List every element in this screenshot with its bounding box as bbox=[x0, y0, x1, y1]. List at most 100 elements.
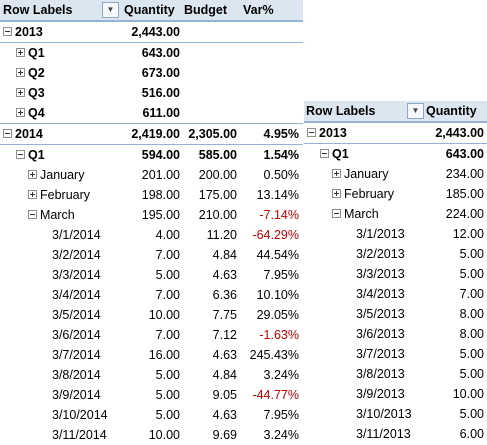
budget-cell[interactable]: 4.84 bbox=[212, 368, 237, 382]
quantity-cell[interactable]: 5.00 bbox=[459, 267, 484, 281]
budget-cell[interactable] bbox=[180, 22, 237, 42]
quantity-cell[interactable]: 7.00 bbox=[155, 328, 180, 342]
quantity-cell[interactable]: 195.00 bbox=[141, 208, 180, 222]
date-row[interactable]: 3/7/2013 5.00 bbox=[304, 344, 487, 364]
date-row[interactable]: 3/9/2013 10.00 bbox=[304, 384, 487, 404]
row-label[interactable]: January bbox=[332, 164, 388, 184]
filter-dropdown-icon[interactable]: ▼ bbox=[102, 2, 119, 18]
budget-cell[interactable]: 9.05 bbox=[212, 388, 237, 402]
quantity-cell[interactable]: 185.00 bbox=[445, 187, 484, 201]
quantity-header[interactable]: Quantity bbox=[426, 104, 477, 118]
var-percent-cell[interactable] bbox=[237, 103, 299, 123]
row-label[interactable]: March bbox=[28, 205, 75, 225]
quantity-cell[interactable]: 234.00 bbox=[445, 167, 484, 181]
date-row[interactable]: 3/2/2013 5.00 bbox=[304, 244, 487, 264]
var-percent-cell[interactable]: -1.63% bbox=[259, 328, 299, 342]
quantity-cell[interactable]: 8.00 bbox=[459, 307, 484, 321]
quantity-cell[interactable]: 224.00 bbox=[445, 207, 484, 221]
collapse-icon[interactable] bbox=[307, 128, 316, 138]
collapse-icon[interactable] bbox=[332, 209, 341, 219]
quantity-cell[interactable]: 643.00 bbox=[445, 147, 484, 161]
quantity-cell[interactable]: 643.00 bbox=[141, 46, 180, 60]
var-percent-cell[interactable]: 0.50% bbox=[263, 168, 299, 182]
row-label[interactable]: 2014 bbox=[3, 124, 43, 144]
date-row[interactable]: 3/5/2014 10.00 7.75 29.05% bbox=[0, 305, 303, 325]
quantity-cell[interactable]: 7.00 bbox=[155, 288, 180, 302]
row-label[interactable]: 3/4/2014 bbox=[52, 285, 101, 305]
quantity-cell[interactable]: 516.00 bbox=[141, 86, 180, 100]
expand-icon[interactable] bbox=[28, 190, 37, 200]
row-label[interactable]: 2013 bbox=[3, 22, 43, 42]
expand-icon[interactable] bbox=[16, 88, 25, 98]
var-percent-cell[interactable] bbox=[237, 83, 299, 103]
month-row[interactable]: February 185.00 bbox=[304, 184, 487, 204]
quarter-row[interactable]: Q1 643.00 bbox=[304, 144, 487, 164]
budget-cell[interactable]: 200.00 bbox=[198, 168, 237, 182]
quantity-cell[interactable]: 4.00 bbox=[155, 228, 180, 242]
quarter-row[interactable]: Q1 643.00 bbox=[0, 43, 303, 63]
quantity-header[interactable]: Quantity bbox=[124, 3, 175, 17]
var-percent-cell[interactable] bbox=[237, 43, 299, 63]
var-percent-cell[interactable]: 29.05% bbox=[256, 308, 299, 322]
expand-icon[interactable] bbox=[16, 68, 25, 78]
year-row[interactable]: 2014 2,419.00 2,305.00 4.95% bbox=[0, 123, 303, 145]
month-row[interactable]: March 195.00 210.00 -7.14% bbox=[0, 205, 303, 225]
row-label[interactable]: 3/7/2014 bbox=[52, 345, 101, 365]
row-label[interactable]: 3/8/2014 bbox=[52, 365, 101, 385]
var-percent-cell[interactable]: 4.95% bbox=[263, 127, 299, 141]
quantity-cell[interactable]: 5.00 bbox=[459, 367, 484, 381]
budget-cell[interactable]: 6.36 bbox=[212, 288, 237, 302]
expand-icon[interactable] bbox=[332, 169, 341, 179]
budget-cell[interactable]: 210.00 bbox=[198, 208, 237, 222]
budget-cell[interactable]: 2,305.00 bbox=[188, 127, 237, 141]
date-row[interactable]: 3/5/2013 8.00 bbox=[304, 304, 487, 324]
month-row[interactable]: February 198.00 175.00 13.14% bbox=[0, 185, 303, 205]
quantity-cell[interactable]: 2,443.00 bbox=[435, 126, 484, 140]
row-label[interactable]: Q3 bbox=[16, 83, 45, 103]
budget-cell[interactable] bbox=[180, 83, 237, 103]
quarter-row[interactable]: Q4 611.00 bbox=[0, 103, 303, 123]
quantity-cell[interactable]: 6.00 bbox=[459, 427, 484, 441]
var-percent-cell[interactable] bbox=[237, 63, 299, 83]
collapse-icon[interactable] bbox=[16, 150, 25, 160]
quantity-cell[interactable]: 201.00 bbox=[141, 168, 180, 182]
row-labels-header[interactable]: Row Labels bbox=[306, 104, 376, 118]
budget-cell[interactable]: 4.84 bbox=[212, 248, 237, 262]
quantity-cell[interactable]: 2,443.00 bbox=[131, 25, 180, 39]
date-row[interactable]: 3/8/2014 5.00 4.84 3.24% bbox=[0, 365, 303, 385]
quantity-cell[interactable]: 12.00 bbox=[452, 227, 484, 241]
date-row[interactable]: 3/6/2013 8.00 bbox=[304, 324, 487, 344]
var-percent-cell[interactable]: 3.24% bbox=[263, 428, 299, 442]
row-label[interactable]: Q1 bbox=[16, 145, 45, 165]
budget-cell[interactable]: 9.69 bbox=[212, 428, 237, 442]
expand-icon[interactable] bbox=[332, 189, 341, 199]
quantity-cell[interactable]: 5.00 bbox=[155, 268, 180, 282]
var-percent-cell[interactable]: 3.24% bbox=[263, 368, 299, 382]
quantity-cell[interactable]: 10.00 bbox=[452, 387, 484, 401]
date-row[interactable]: 3/3/2013 5.00 bbox=[304, 264, 487, 284]
budget-cell[interactable]: 4.63 bbox=[212, 268, 237, 282]
quantity-cell[interactable]: 611.00 bbox=[142, 106, 180, 120]
row-label[interactable]: 3/11/2014 bbox=[52, 425, 107, 445]
budget-cell[interactable] bbox=[180, 103, 237, 123]
quantity-cell[interactable]: 5.00 bbox=[155, 408, 180, 422]
quantity-cell[interactable]: 16.00 bbox=[148, 348, 180, 362]
quarter-row[interactable]: Q3 516.00 bbox=[0, 83, 303, 103]
date-row[interactable]: 3/10/2014 5.00 4.63 7.95% bbox=[0, 405, 303, 425]
row-label[interactable]: 3/9/2014 bbox=[52, 385, 101, 405]
collapse-icon[interactable] bbox=[320, 149, 329, 159]
quantity-cell[interactable]: 10.00 bbox=[148, 308, 180, 322]
row-label[interactable]: 3/10/2014 bbox=[52, 405, 108, 425]
date-row[interactable]: 3/4/2014 7.00 6.36 10.10% bbox=[0, 285, 303, 305]
quantity-cell[interactable]: 594.00 bbox=[141, 148, 180, 162]
quantity-cell[interactable]: 7.00 bbox=[155, 248, 180, 262]
date-row[interactable]: 3/1/2014 4.00 11.20 -64.29% bbox=[0, 225, 303, 245]
var-percent-header[interactable]: Var% bbox=[243, 3, 274, 17]
quarter-row[interactable]: Q1 594.00 585.00 1.54% bbox=[0, 145, 303, 165]
quantity-cell[interactable]: 5.00 bbox=[459, 407, 484, 421]
row-label[interactable]: March bbox=[332, 204, 379, 224]
row-label[interactable]: Q4 bbox=[16, 103, 45, 123]
month-row[interactable]: March 224.00 bbox=[304, 204, 487, 224]
expand-icon[interactable] bbox=[28, 170, 37, 180]
row-label[interactable]: 3/9/2013 bbox=[356, 384, 405, 404]
